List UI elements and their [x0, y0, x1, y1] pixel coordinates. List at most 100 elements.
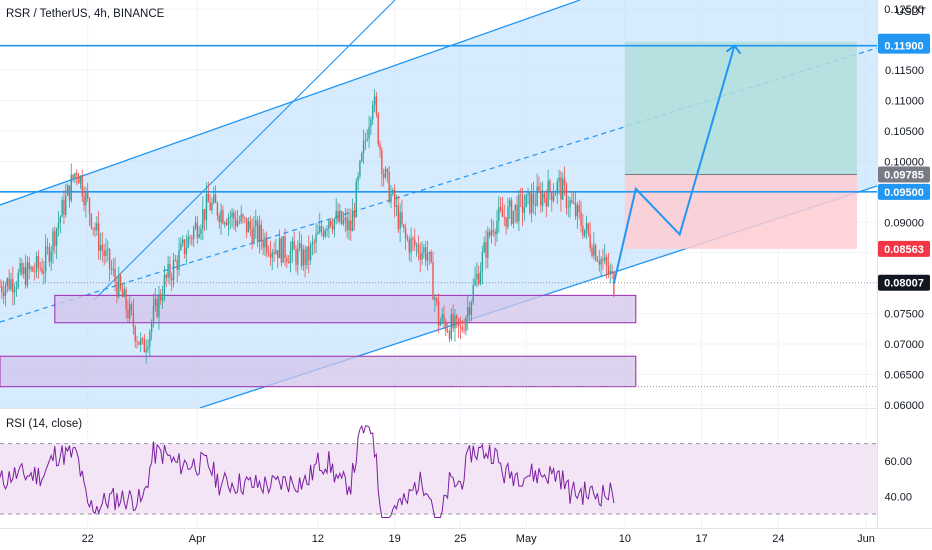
- candle: [587, 222, 590, 238]
- candle: [83, 186, 85, 212]
- candle: [594, 243, 597, 262]
- candle: [189, 235, 191, 245]
- candle-body: [229, 217, 231, 219]
- candle-body: [1, 286, 3, 293]
- candle: [368, 115, 370, 148]
- candle: [446, 322, 449, 334]
- candle-body: [594, 245, 597, 261]
- candle: [156, 296, 158, 319]
- candle: [339, 203, 341, 225]
- candle-body: [474, 279, 476, 285]
- steep-trendline[interactable]: [93, 0, 396, 301]
- candle-body: [77, 174, 80, 184]
- candle-body: [598, 261, 600, 265]
- candle: [403, 224, 405, 233]
- candle: [445, 318, 447, 337]
- candle: [392, 187, 394, 197]
- candle-body: [143, 339, 146, 353]
- candle-body: [108, 249, 111, 269]
- projection-path[interactable]: [612, 45, 736, 284]
- price-tag-label: 0.09500: [884, 187, 924, 199]
- candle-body: [118, 275, 120, 297]
- candle-body: [382, 173, 385, 178]
- candle-body: [240, 214, 242, 222]
- candle: [593, 232, 595, 260]
- candle-body: [125, 289, 127, 310]
- candle: [282, 236, 284, 263]
- candle-body: [231, 212, 233, 218]
- candle: [611, 264, 613, 280]
- position-stop-zone[interactable]: [624, 174, 857, 249]
- candle-body: [66, 185, 69, 196]
- price-tag-background: [878, 37, 930, 54]
- candle: [609, 263, 611, 284]
- demand-zone-1[interactable]: [54, 294, 637, 324]
- candle-body: [547, 180, 549, 207]
- candle-body: [163, 275, 166, 299]
- candle: [23, 262, 25, 279]
- candle: [578, 199, 580, 220]
- candle-body: [395, 205, 398, 207]
- candle: [43, 260, 45, 285]
- candle: [79, 175, 82, 189]
- candle-body: [207, 193, 209, 203]
- candle-body: [611, 270, 613, 273]
- candle: [465, 315, 467, 336]
- candle-body: [593, 245, 595, 256]
- candle: [269, 240, 272, 266]
- position-target-zone[interactable]: [624, 41, 857, 175]
- candle: [2, 280, 5, 304]
- candle: [74, 172, 76, 184]
- candle: [417, 235, 420, 261]
- candle: [556, 178, 558, 205]
- time-tick-label: Jun: [857, 533, 875, 545]
- candle: [541, 181, 544, 212]
- candle-body: [110, 268, 113, 270]
- candle-body: [185, 247, 188, 254]
- candle-body: [39, 267, 41, 269]
- candle-body: [521, 195, 524, 213]
- candle: [476, 262, 478, 288]
- candle-body: [35, 255, 38, 272]
- candle-body: [4, 285, 7, 296]
- candle-body: [160, 293, 162, 301]
- channel-upper-line[interactable]: [0, 0, 581, 206]
- demand-zone-2[interactable]: [0, 355, 637, 388]
- candle: [591, 243, 593, 258]
- candle: [192, 225, 195, 247]
- candle: [607, 252, 610, 279]
- candle-body: [499, 207, 502, 210]
- candle: [538, 176, 540, 194]
- candle: [160, 289, 162, 305]
- candle: [393, 184, 396, 218]
- candle-body: [278, 238, 281, 259]
- candle-body: [61, 199, 63, 218]
- candle: [297, 240, 299, 276]
- candle-body: [23, 267, 25, 275]
- candle: [503, 204, 505, 227]
- price-tag: 0.09500: [878, 183, 930, 200]
- candle-body: [178, 249, 180, 270]
- candle-body: [529, 191, 531, 213]
- candle: [414, 228, 416, 252]
- price-tag-label: 0.08007: [884, 278, 924, 290]
- price-axis[interactable]: 0.12500 0.11500 0.11000 0.10500 0.10000 0.090…: [884, 4, 924, 412]
- candle: [425, 240, 427, 267]
- candle-body: [88, 198, 91, 214]
- candle-body: [50, 251, 52, 262]
- price-tick-label: 0.07500: [884, 309, 924, 321]
- time-axis[interactable]: 22 Apr 12 19 25 May 10 17 24 Jun: [82, 533, 875, 545]
- candle-body: [189, 237, 191, 239]
- projection-arrow[interactable]: [612, 44, 742, 284]
- candle: [350, 208, 352, 241]
- candle: [540, 182, 542, 213]
- candle-body: [24, 267, 27, 286]
- candle: [333, 217, 336, 238]
- candle-body: [613, 272, 615, 295]
- candle-body: [359, 161, 361, 176]
- candle: [600, 256, 602, 278]
- candle: [171, 272, 173, 292]
- candle: [158, 285, 160, 330]
- candle-body: [220, 210, 222, 223]
